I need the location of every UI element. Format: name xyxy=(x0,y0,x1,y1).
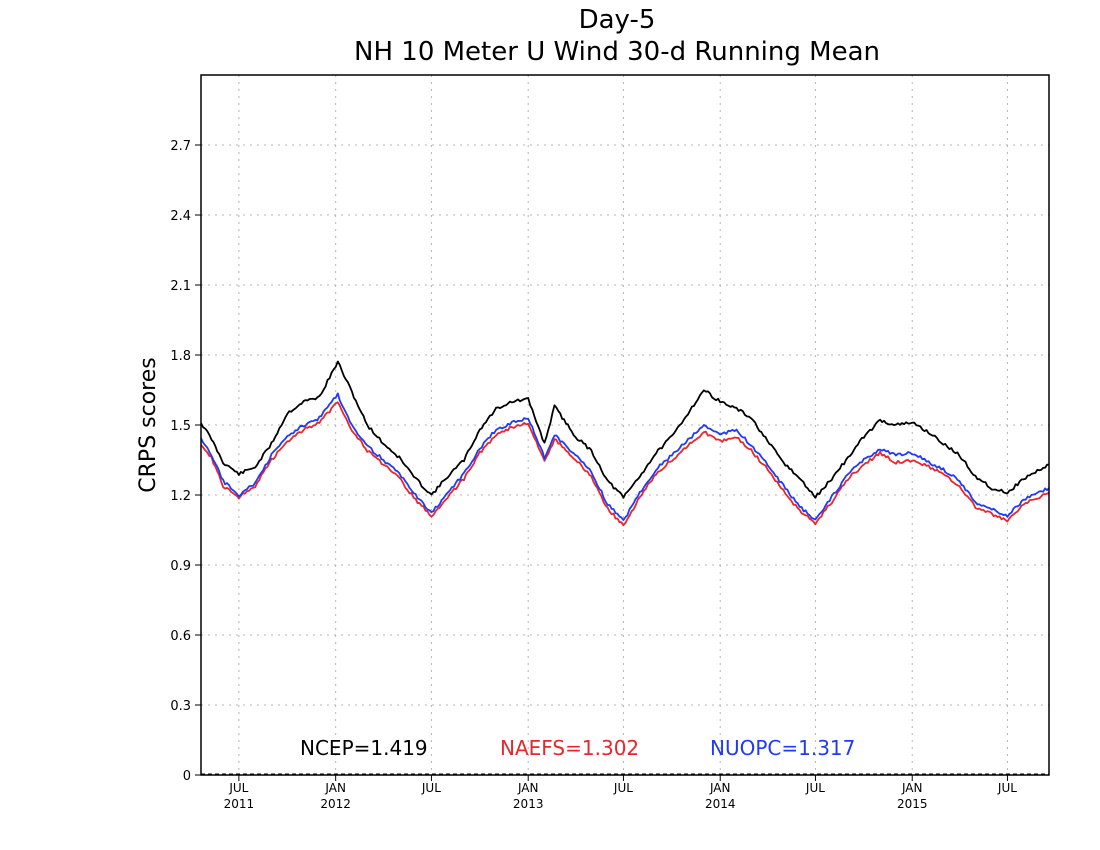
x-tick-month-label: JUL xyxy=(997,781,1017,795)
y-tick-label: 2.7 xyxy=(170,139,191,154)
x-tick-month-label: JAN xyxy=(901,781,923,795)
x-tick-month-label: JUL xyxy=(421,781,441,795)
legend-nuopc: NUOPC=1.317 xyxy=(710,736,855,760)
y-tick-label: 1.5 xyxy=(170,419,191,434)
series-lines xyxy=(200,360,1050,527)
y-tick-label: 0.6 xyxy=(170,629,191,644)
x-axis-ticks: JUL 2011 JAN 2012 JUL JAN 2013 JUL JAN 2014 JUL JAN… xyxy=(224,775,1017,811)
x-tick-month-label: JUL xyxy=(228,781,248,795)
chart-subtitle: NH 10 Meter U Wind 30-d Running Mean xyxy=(354,37,880,67)
y-axis-label: CRPS scores xyxy=(136,357,161,492)
x-tick-year-label: 2011 xyxy=(224,797,255,811)
legend-naefs: NAEFS=1.302 xyxy=(500,736,639,760)
series-line-naefs xyxy=(200,401,1050,527)
y-tick-label: 1.8 xyxy=(170,349,191,364)
series-line-nuopc xyxy=(200,392,1050,521)
legend: NCEP=1.419 NAEFS=1.302 NUOPC=1.317 xyxy=(300,736,855,760)
chart-title: Day-5 xyxy=(579,5,656,35)
legend-ncep: NCEP=1.419 xyxy=(300,736,428,760)
y-axis-ticks: 0 0.3 0.6 0.9 1.2 1.5 1.8 2.1 2.4 2.7 xyxy=(170,139,201,784)
x-tick-year-label: 2014 xyxy=(705,797,736,811)
y-tick-label: 1.2 xyxy=(170,489,191,504)
x-tick-month-label: JAN xyxy=(324,781,346,795)
x-tick-year-label: 2015 xyxy=(897,797,928,811)
grid xyxy=(201,75,1049,775)
y-tick-label: 2.1 xyxy=(170,279,191,294)
y-tick-label: 0.3 xyxy=(170,699,191,714)
x-tick-month-label: JUL xyxy=(805,781,825,795)
x-tick-month-label: JAN xyxy=(709,781,731,795)
x-tick-month-label: JUL xyxy=(613,781,633,795)
y-tick-label: 0.9 xyxy=(170,559,191,574)
x-tick-year-label: 2013 xyxy=(513,797,544,811)
series-line-ncep xyxy=(200,360,1050,499)
y-tick-label: 0 xyxy=(183,769,191,784)
y-tick-label: 2.4 xyxy=(170,209,191,224)
x-tick-month-label: JAN xyxy=(517,781,539,795)
x-tick-year-label: 2012 xyxy=(320,797,351,811)
